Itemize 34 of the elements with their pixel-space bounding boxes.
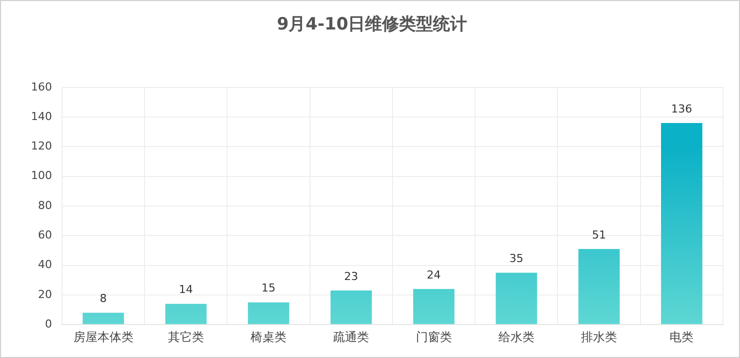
y-tick-label: 80 <box>38 198 52 212</box>
y-tick-label: 20 <box>38 288 52 301</box>
x-tick-label: 其它类 <box>168 330 204 344</box>
y-tick-label: 120 <box>30 140 52 153</box>
y-tick-label: 40 <box>38 258 52 272</box>
bar <box>82 312 124 324</box>
x-tick-label: 疏通类 <box>333 330 370 344</box>
x-tick-label: 排水类 <box>581 330 618 344</box>
y-tick-label: 140 <box>30 110 52 123</box>
data-label: 23 <box>344 270 358 283</box>
y-tick-label: 100 <box>30 169 52 182</box>
data-label: 14 <box>178 283 193 296</box>
data-label: 24 <box>426 268 441 282</box>
x-tick-label: 门窗类 <box>416 330 452 344</box>
bar <box>578 248 620 324</box>
x-tick-label: 电类 <box>670 330 694 344</box>
chart-title: 9月4-10日维修类型统计 <box>276 14 468 35</box>
y-tick-label: 0 <box>44 317 52 330</box>
bar <box>496 272 538 324</box>
bar <box>413 289 454 324</box>
data-label: 15 <box>262 282 276 295</box>
bar <box>165 304 207 324</box>
x-tick-label: 给水类 <box>498 330 534 344</box>
data-label: 35 <box>509 252 524 266</box>
x-tick-label: 椅桌类 <box>250 330 287 344</box>
bar <box>248 302 290 324</box>
y-tick-label: 160 <box>30 80 52 94</box>
data-label: 136 <box>671 102 692 116</box>
bar <box>330 290 372 324</box>
bar <box>661 122 702 324</box>
y-tick-label: 60 <box>38 228 52 242</box>
data-label: 8 <box>100 292 107 306</box>
x-tick-label: 房屋本体类 <box>73 330 134 344</box>
data-label: 51 <box>592 228 606 242</box>
